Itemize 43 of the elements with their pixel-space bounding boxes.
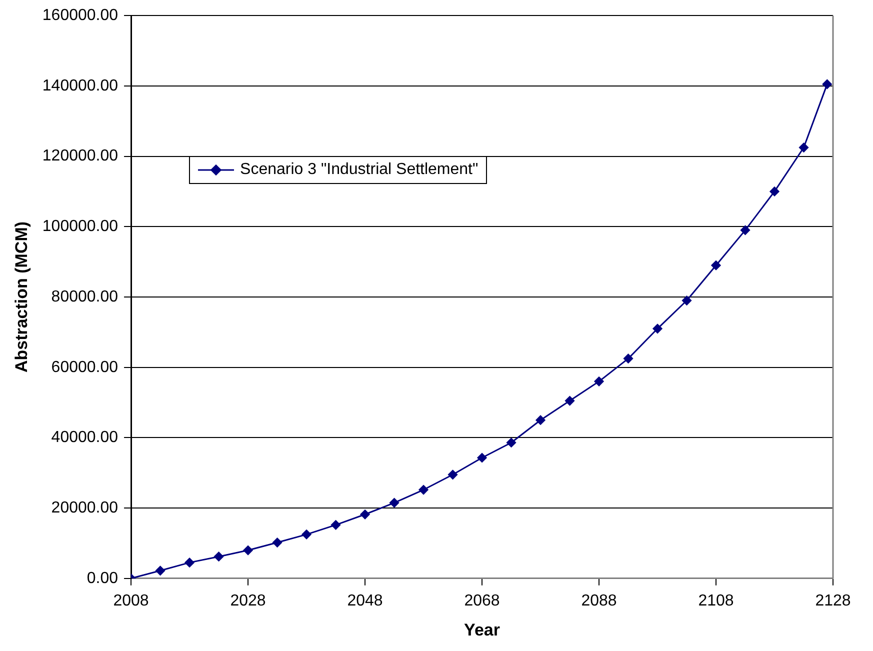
point	[184, 558, 194, 568]
y-tick-label: 0.00	[86, 570, 118, 587]
x-tick-label: 2008	[113, 592, 149, 610]
point	[302, 530, 312, 540]
point	[214, 552, 224, 562]
point	[799, 142, 808, 152]
point	[652, 324, 662, 334]
point	[770, 186, 780, 196]
x-tick-label: 2028	[230, 592, 266, 610]
point	[243, 546, 253, 556]
point	[740, 225, 750, 235]
point	[536, 415, 546, 425]
point	[156, 566, 166, 576]
point	[331, 520, 341, 530]
x-tick-label: 2128	[815, 592, 851, 610]
y-tick-label: 120000.00	[42, 148, 118, 165]
point	[506, 438, 516, 448]
point	[594, 376, 604, 386]
x-tick-label: 2088	[581, 592, 617, 610]
point	[272, 538, 282, 548]
y-axis-title: Abstraction (MCM)	[12, 221, 31, 373]
point	[390, 498, 400, 508]
point	[711, 260, 721, 270]
y-tick-label: 20000.00	[51, 499, 118, 516]
point	[360, 510, 370, 520]
x-tick-label: 2108	[698, 592, 734, 610]
point	[682, 296, 692, 306]
y-tick-label: 140000.00	[42, 77, 118, 94]
point	[418, 485, 428, 495]
point	[822, 79, 832, 89]
point	[448, 470, 458, 480]
x-tick-label: 2068	[464, 592, 500, 610]
y-tick-label: 100000.00	[42, 218, 118, 236]
point	[565, 396, 575, 406]
y-tick-label: 40000.00	[51, 429, 118, 446]
x-tick-label: 2048	[347, 592, 383, 610]
point	[624, 354, 634, 364]
y-tick-label: 160000.00	[42, 7, 118, 24]
y-tick-label: 60000.00	[51, 358, 118, 376]
point	[477, 453, 487, 462]
y-tick-label: 80000.00	[51, 288, 118, 306]
x-axis-title: Year	[464, 620, 500, 640]
legend-label: Scenario 3 "Industrial Settlement"	[240, 160, 478, 179]
